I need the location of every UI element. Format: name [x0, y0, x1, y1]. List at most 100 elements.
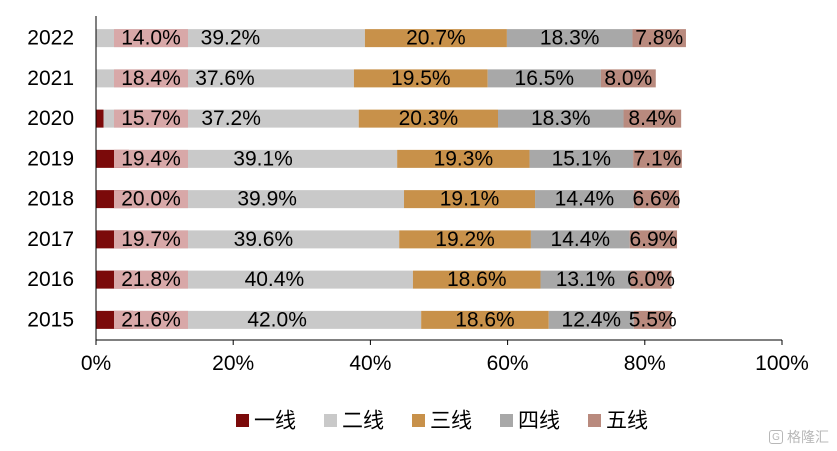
legend-swatch-3 [500, 414, 513, 427]
watermark: G 格隆汇 [769, 427, 829, 447]
bar-segment-2016-series-4 [630, 270, 672, 289]
category-label-2016: 2016 [27, 268, 74, 291]
bar-segment-2020-series-4 [623, 109, 682, 128]
leading-label-bg-2019 [114, 149, 188, 168]
segment-label-2018-series-2: 19.1% [440, 188, 500, 211]
watermark-text: 格隆汇 [787, 429, 829, 445]
bar-segment-2021-series-4 [600, 69, 656, 88]
category-label-2020: 2020 [27, 107, 74, 130]
legend-swatch-2 [412, 414, 425, 427]
bar-segment-2017-series-2 [399, 230, 531, 249]
bar-segment-2015-series-1 [133, 310, 422, 329]
category-label-2019: 2019 [27, 147, 74, 170]
bar-segment-2016-series-2 [412, 270, 541, 289]
bar-segment-2019-series-1 [128, 149, 398, 168]
segment-label-2015-series-4: 5.5% [629, 308, 677, 331]
leading-label-bg-2022 [114, 29, 188, 48]
bar-segment-2020-series-2 [358, 109, 498, 128]
legend-label-2: 三线 [430, 410, 472, 433]
leading-label-2019: 19.4% [121, 147, 181, 170]
bars-layer [96, 29, 686, 329]
leading-label-2020: 15.7% [121, 107, 181, 130]
bar-segment-2021-series-3 [487, 69, 601, 88]
x-tick-label-2: 40% [349, 352, 391, 375]
segment-label-2019-series-2: 19.3% [434, 147, 494, 170]
legend-label-1: 二线 [342, 410, 384, 433]
watermark-icon: G [769, 430, 783, 444]
segment-label-2021-series-2: 19.5% [391, 67, 451, 90]
segment-label-2017-series-1: 39.6% [234, 228, 294, 251]
segment-label-2018-series-3: 14.4% [555, 188, 615, 211]
x-tick-label-1: 20% [212, 352, 254, 375]
segment-label-2018-series-4: 6.6% [633, 188, 681, 211]
bar-segment-2022-series-2 [364, 29, 507, 48]
bar-segment-2022-series-3 [506, 29, 633, 48]
segment-label-2020-series-2: 20.3% [399, 107, 459, 130]
bar-segment-2020-series-3 [497, 109, 624, 128]
segment-labels-layer: 39.2% 20.7% 18.3% 7.8% 14.0% 37.6% 19.5% 16.5% 8… [114, 27, 683, 331]
bar-segment-2017-series-4 [629, 230, 678, 249]
segment-label-2021-series-1: 37.6% [195, 67, 255, 90]
legend: 一线 二线 三线 四线 五线 [236, 410, 648, 433]
segment-label-2020-series-3: 18.3% [531, 107, 591, 130]
leading-label-bg-2016 [114, 270, 188, 289]
segment-label-2020-series-4: 8.4% [628, 107, 676, 130]
segment-label-2016-series-3: 13.1% [556, 268, 616, 291]
segment-label-2022-series-1: 39.2% [201, 27, 261, 50]
segment-label-2017-series-2: 19.2% [435, 228, 495, 251]
segment-label-2019-series-1: 39.1% [233, 147, 293, 170]
segment-label-2021-series-3: 16.5% [515, 67, 575, 90]
segment-label-2019-series-3: 15.1% [552, 147, 612, 170]
category-label-2021: 2021 [27, 67, 74, 90]
leading-label-2015: 21.6% [121, 308, 181, 331]
segment-label-2016-series-2: 18.6% [447, 268, 507, 291]
bar-segment-2019-series-2 [397, 149, 530, 168]
segment-label-2015-series-2: 18.6% [455, 308, 515, 331]
bar-segment-2021-series-2 [353, 69, 488, 88]
category-label-2022: 2022 [27, 27, 74, 50]
bar-segment-2015-series-2 [421, 310, 549, 329]
leading-label-2017: 19.7% [121, 228, 181, 251]
category-label-2017: 2017 [27, 228, 74, 251]
bar-segment-2018-series-3 [535, 190, 634, 209]
segment-label-2016-series-1: 40.4% [245, 268, 305, 291]
bar-segment-2020-series-0 [96, 109, 104, 128]
segment-label-2022-series-4: 7.8% [635, 27, 683, 50]
bar-segment-2018-series-4 [633, 190, 680, 209]
bar-segment-2015-series-4 [633, 310, 672, 329]
bar-segment-2017-series-1 [127, 230, 400, 249]
legend-label-4: 五线 [606, 410, 648, 433]
bar-segment-2022-series-4 [632, 29, 686, 48]
segment-label-2022-series-2: 20.7% [406, 27, 466, 50]
leading-label-2016: 21.8% [121, 268, 181, 291]
leading-label-bg-2015 [114, 310, 188, 329]
leading-label-bg-2017 [114, 230, 188, 249]
bar-segment-2019-series-3 [529, 149, 634, 168]
leading-label-2022: 14.0% [121, 27, 181, 50]
segment-label-2021-series-4: 8.0% [604, 67, 652, 90]
bar-segment-2019-series-4 [633, 149, 682, 168]
legend-label-3: 四线 [518, 410, 560, 433]
leading-label-bg-2021 [114, 69, 188, 88]
legend-swatch-1 [324, 414, 337, 427]
legend-label-0: 一线 [254, 410, 296, 433]
legend-swatch-4 [588, 414, 601, 427]
segment-label-2020-series-1: 37.2% [201, 107, 261, 130]
x-tick-label-4: 80% [624, 352, 666, 375]
segment-label-2016-series-4: 6.0% [627, 268, 675, 291]
axes-layer: 2022 2021 2020 2019 2018 2017 2016 2015 0% 20% 40%… [27, 16, 809, 375]
bar-segment-2018-series-1 [130, 190, 405, 209]
leading-label-2018: 20.0% [121, 188, 181, 211]
segment-label-2015-series-1: 42.0% [247, 308, 307, 331]
segment-label-2017-series-4: 6.9% [629, 228, 677, 251]
bar-segment-2016-series-3 [540, 270, 631, 289]
segment-label-2015-series-3: 12.4% [562, 308, 622, 331]
segment-label-2022-series-3: 18.3% [540, 27, 600, 50]
x-tick-label-5: 100% [755, 352, 809, 375]
x-tick-label-3: 60% [487, 352, 529, 375]
bar-segment-2018-series-2 [404, 190, 536, 209]
bar-segment-2016-series-1 [135, 270, 413, 289]
segment-label-2017-series-3: 14.4% [551, 228, 611, 251]
x-tick-label-0: 0% [81, 352, 111, 375]
